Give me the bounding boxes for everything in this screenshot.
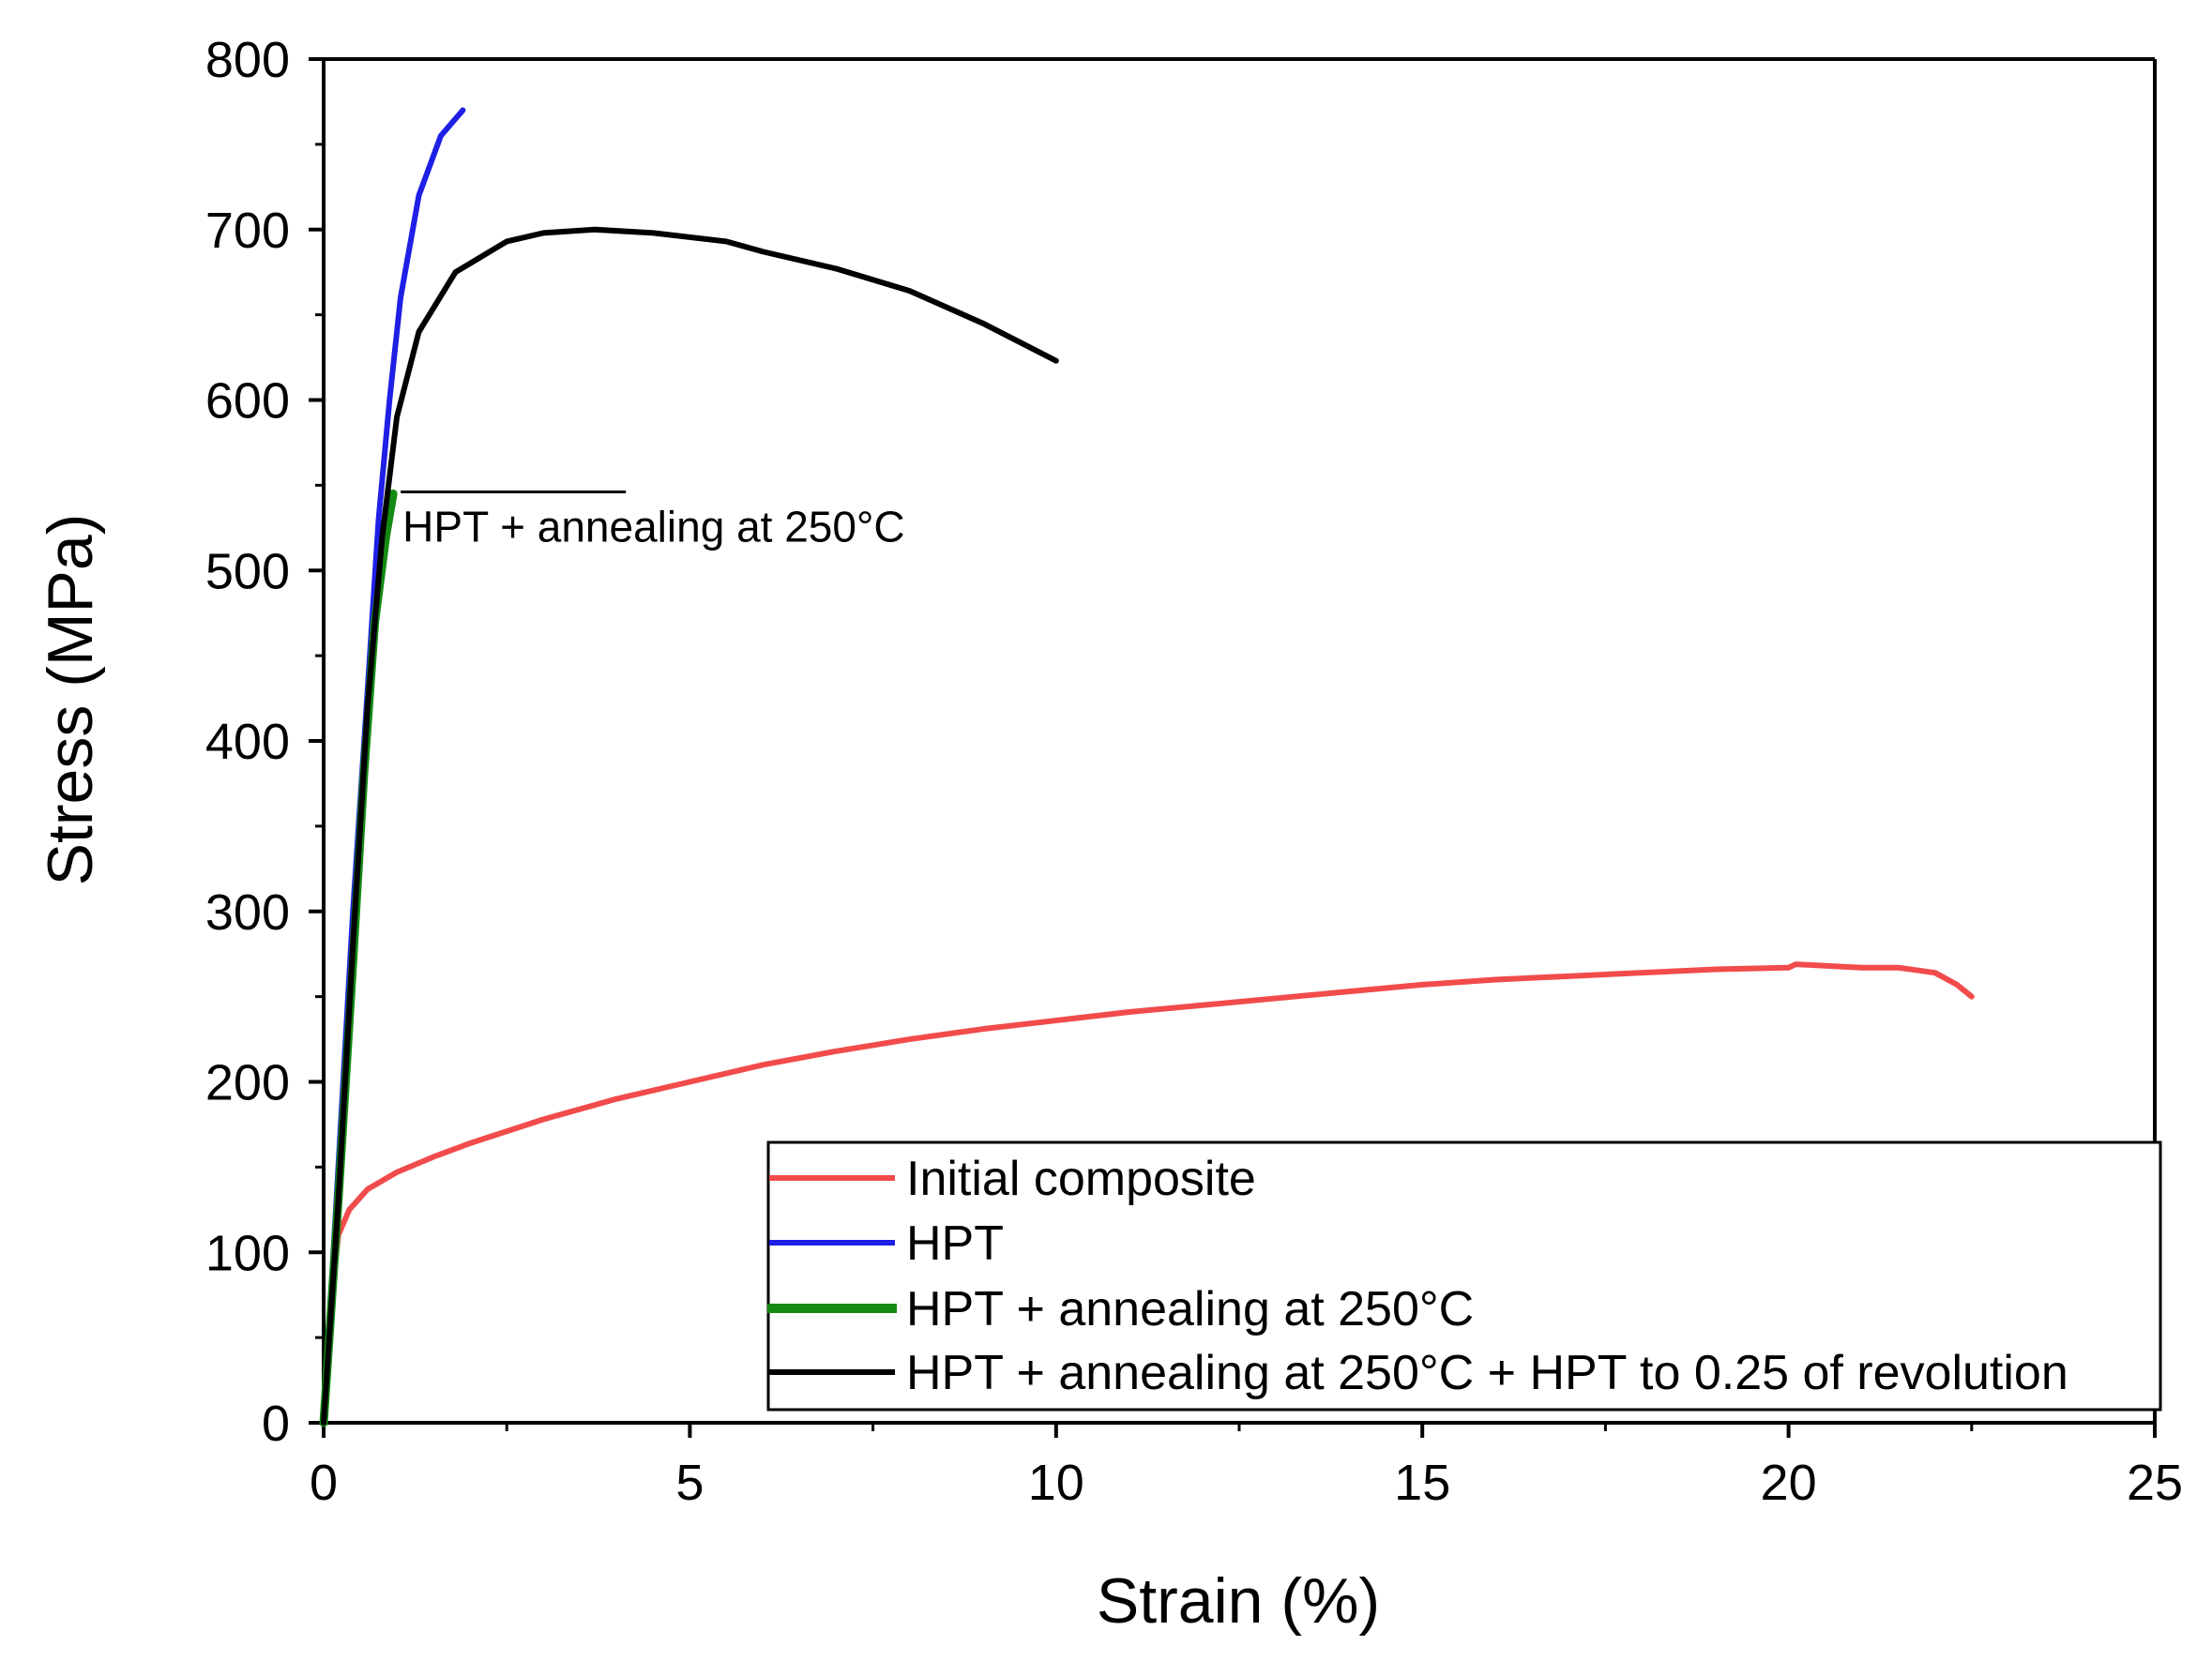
legend-label-hpt-annealing: HPT + annealing at 250°C	[906, 1282, 1474, 1336]
y-tick-label: 800	[205, 32, 290, 88]
y-tick-label: 300	[205, 884, 290, 941]
x-axis-title: Strain (%)	[1097, 1565, 1380, 1637]
x-tick-label: 0	[310, 1455, 338, 1511]
y-tick-label: 0	[262, 1396, 290, 1452]
x-tick-label: 5	[675, 1455, 704, 1511]
y-tick-label: 700	[205, 203, 290, 259]
y-tick-label: 500	[205, 543, 290, 599]
series-0-line	[321, 961, 1975, 1426]
y-tick-label: 600	[205, 373, 290, 430]
y-tick-label: 400	[205, 714, 290, 770]
legend: Initial composite HPT HPT + annealing at…	[766, 1140, 2162, 1412]
y-tick-label: 200	[205, 1055, 290, 1111]
annotation-layer: HPT + annealing at 250°C	[401, 490, 905, 551]
y-axis-title: Stress (MPa)	[35, 514, 106, 886]
axis-ticks: 0 5 10 15 20 25 0 100 200 300 400 500 600 700 800	[205, 32, 2183, 1511]
series-3-line	[321, 226, 1059, 1426]
legend-label-hpt: HPT	[906, 1216, 1004, 1271]
legend-box	[766, 1140, 2162, 1412]
x-tick-label: 10	[1028, 1455, 1084, 1511]
legend-label-hpt-annealing-hpt: HPT + annealing at 250°C + HPT to 0.25 o…	[906, 1346, 2068, 1400]
x-tick-label: 25	[2127, 1455, 2183, 1511]
annotation-label: HPT + annealing at 250°C	[402, 502, 904, 551]
x-tick-label: 20	[1761, 1455, 1817, 1511]
data-series	[319, 107, 1975, 1427]
y-tick-label: 100	[205, 1225, 290, 1281]
legend-label-initial-composite: Initial composite	[906, 1152, 1256, 1206]
x-tick-label: 15	[1394, 1455, 1450, 1511]
